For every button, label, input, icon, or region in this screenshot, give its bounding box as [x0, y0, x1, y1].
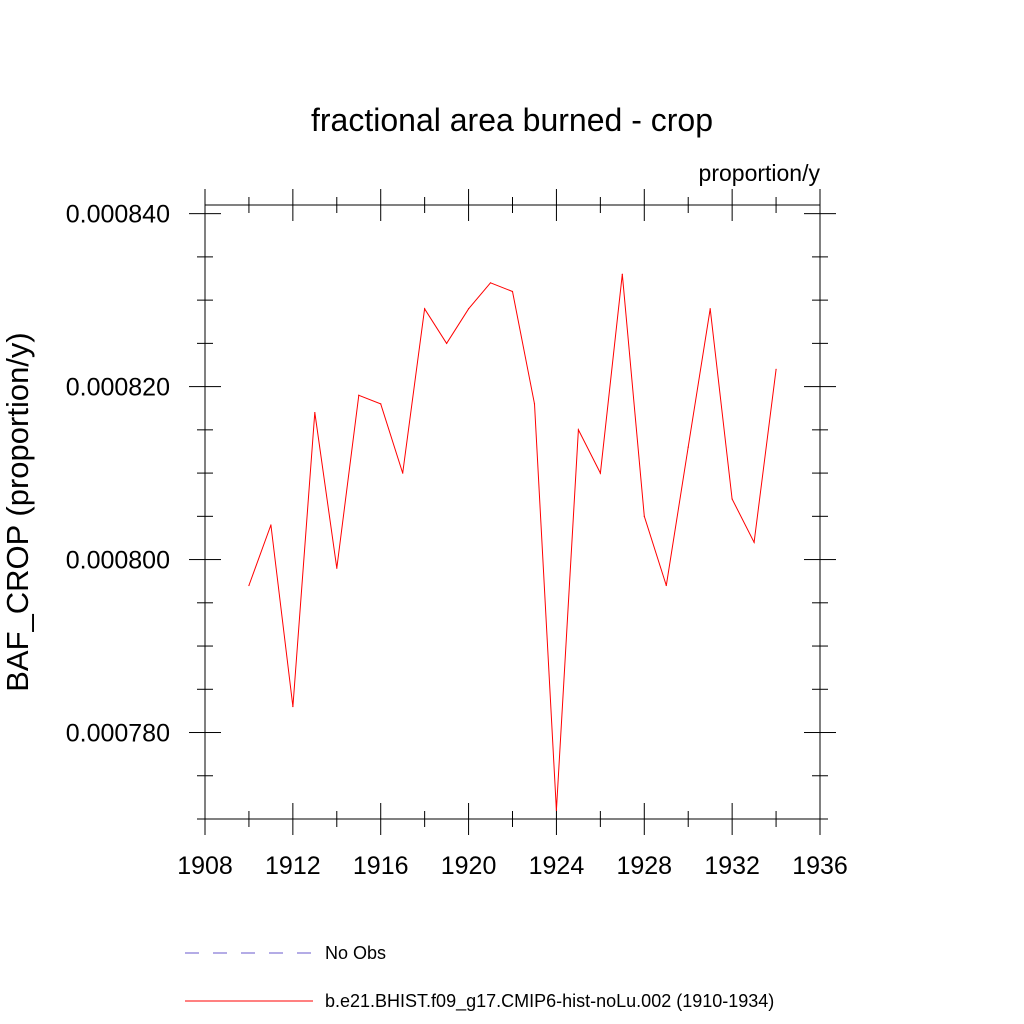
- data-point: [402, 472, 404, 474]
- data-point: [599, 472, 601, 474]
- y-tick-label: 0.000840: [66, 201, 170, 229]
- y-tick-label: 0.000800: [66, 547, 170, 575]
- x-tick-label: 1912: [265, 852, 321, 880]
- data-point: [424, 308, 426, 310]
- data-point: [380, 403, 382, 405]
- data-point: [753, 541, 755, 543]
- data-point: [687, 446, 689, 448]
- y-tick-label: 0.000820: [66, 374, 170, 402]
- y-axis-label: BAF_CROP (proportion/y): [0, 332, 35, 692]
- legend-label-no-obs: No Obs: [325, 943, 386, 963]
- data-point: [555, 809, 558, 811]
- data-point: [709, 308, 711, 310]
- data-point: [775, 368, 777, 370]
- data-point: [621, 273, 623, 275]
- data-point: [336, 567, 338, 569]
- x-tick-label: 1928: [616, 852, 672, 880]
- x-tick-label: 1936: [792, 852, 848, 880]
- legend: No Obs b.e21.BHIST.f09_g17.CMIP6-hist-no…: [185, 943, 774, 1012]
- series-line: [248, 274, 777, 811]
- data-point: [489, 282, 492, 284]
- data-point: [446, 342, 448, 344]
- data-point: [731, 498, 733, 500]
- plot-frame: [204, 204, 821, 820]
- y-tick-label: 0.000780: [66, 720, 170, 748]
- data-point: [270, 524, 272, 526]
- x-tick-label: 1924: [529, 852, 585, 880]
- x-tick-label: 1920: [441, 852, 497, 880]
- data-point: [292, 705, 294, 708]
- x-tick-label: 1932: [704, 852, 760, 880]
- data-point: [511, 290, 514, 293]
- data-point: [314, 411, 316, 414]
- data-point: [533, 403, 536, 405]
- legend-label-model: b.e21.BHIST.f09_g17.CMIP6-hist-noLu.002 …: [325, 991, 774, 1012]
- data-point: [467, 308, 470, 310]
- units-label: proportion/y: [699, 160, 821, 186]
- data-point: [577, 429, 579, 431]
- x-tick-label: 1908: [177, 852, 233, 880]
- chart-title: fractional area burned - crop: [311, 102, 713, 138]
- data-point: [248, 584, 250, 587]
- series-layer: [248, 273, 777, 811]
- data-point: [358, 394, 360, 396]
- x-tick-label: 1916: [353, 852, 409, 880]
- data-point: [643, 515, 645, 517]
- axis-ticks: 1908 1912 1916 1920 1924 1928 1932 1936 0.000780…: [66, 189, 848, 880]
- data-point: [665, 584, 667, 587]
